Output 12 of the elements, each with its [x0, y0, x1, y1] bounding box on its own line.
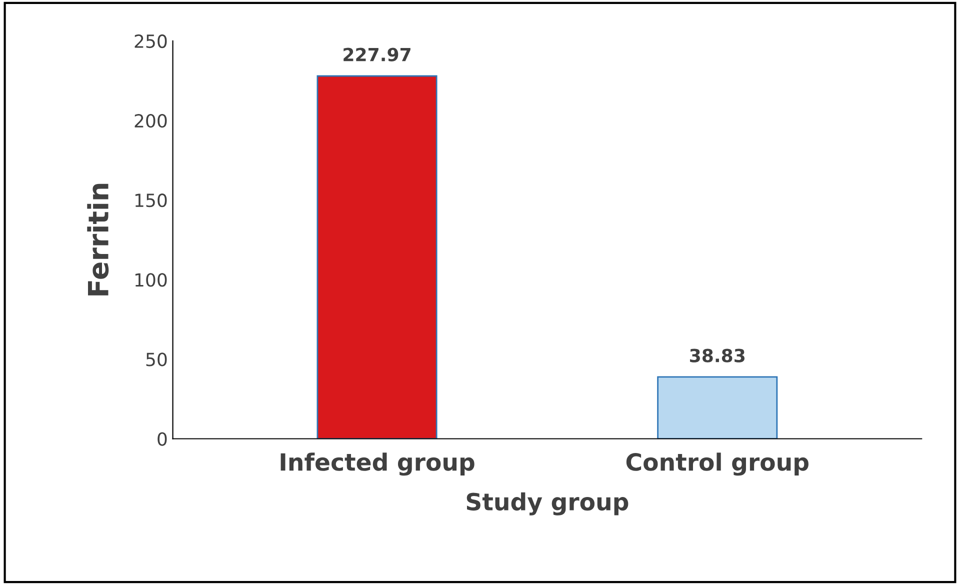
y-tick-label: 150 — [135, 194, 167, 208]
y-axis-title: Ferritin — [87, 184, 109, 296]
y-tick-label: 250 — [134, 34, 167, 48]
y-tick-label: 50 — [146, 352, 167, 366]
data-label: 227.97 — [344, 48, 410, 62]
x-axis-title: Study group — [466, 492, 628, 516]
y-tick-label: 200 — [134, 114, 167, 128]
x-tick-label: Control group — [626, 452, 808, 476]
x-tick-label: Infected group — [280, 452, 474, 476]
y-tick-label: 0 — [158, 432, 167, 446]
data-label: 38.83 — [690, 348, 744, 362]
y-tick-label: 100 — [135, 273, 167, 287]
